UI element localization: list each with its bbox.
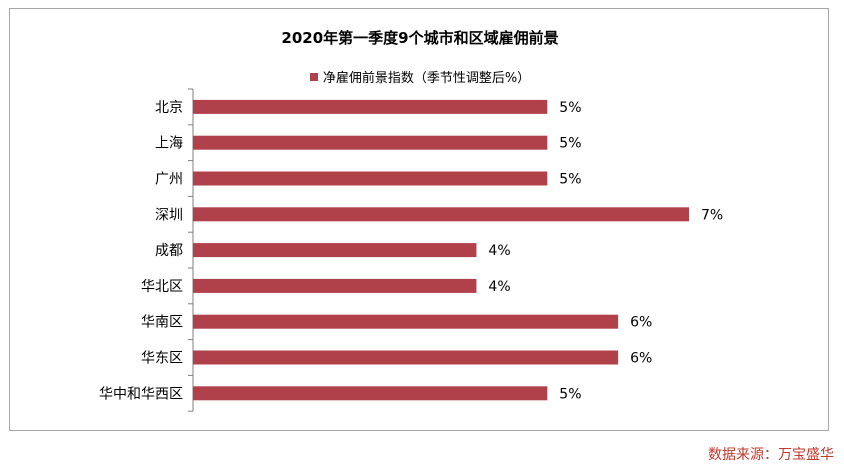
chart-frame: 2020年第一季度9个城市和区域雇佣前景 净雇佣前景指数（季节性调整后%） 北京… bbox=[9, 8, 829, 431]
data-label: 4% bbox=[488, 279, 510, 295]
category-label: 成都 bbox=[155, 243, 183, 259]
bar bbox=[193, 386, 548, 401]
bar bbox=[193, 207, 689, 222]
category-label: 上海 bbox=[155, 136, 183, 152]
category-label: 北京 bbox=[155, 100, 183, 116]
bar-chart: 北京 5% 上海 5% 广州 5% 深圳 7% 成都 4% 华北区 4% 华南区 6% 华东区 6% 华中和华西… bbox=[99, 88, 723, 412]
data-label: 5% bbox=[559, 172, 581, 188]
data-label: 5% bbox=[559, 386, 581, 402]
category-label: 华中和华西区 bbox=[99, 386, 183, 402]
source-note: 数据来源：万宝盛华 bbox=[708, 447, 834, 463]
bar bbox=[193, 171, 548, 186]
data-label: 7% bbox=[701, 207, 723, 223]
category-label: 华东区 bbox=[141, 351, 183, 367]
chart-legend: 净雇佣前景指数（季节性调整后%） bbox=[10, 67, 830, 86]
legend-swatch bbox=[309, 73, 318, 81]
data-label: 5% bbox=[559, 100, 581, 116]
data-label: 4% bbox=[488, 243, 510, 259]
bar bbox=[193, 314, 619, 329]
category-label: 华北区 bbox=[141, 279, 183, 295]
category-label: 华南区 bbox=[141, 315, 183, 331]
chart-title: 2020年第一季度9个城市和区域雇佣前景 bbox=[281, 29, 559, 47]
legend-label: 净雇佣前景指数（季节性调整后%） bbox=[322, 71, 531, 86]
data-label: 5% bbox=[559, 136, 581, 152]
bar bbox=[193, 278, 477, 293]
bar bbox=[193, 135, 548, 150]
category-label: 深圳 bbox=[155, 207, 183, 223]
bar bbox=[193, 99, 548, 114]
bar bbox=[193, 243, 477, 258]
bar bbox=[193, 350, 619, 365]
category-label: 广州 bbox=[155, 172, 183, 188]
data-label: 6% bbox=[630, 351, 652, 367]
data-label: 6% bbox=[630, 315, 652, 331]
